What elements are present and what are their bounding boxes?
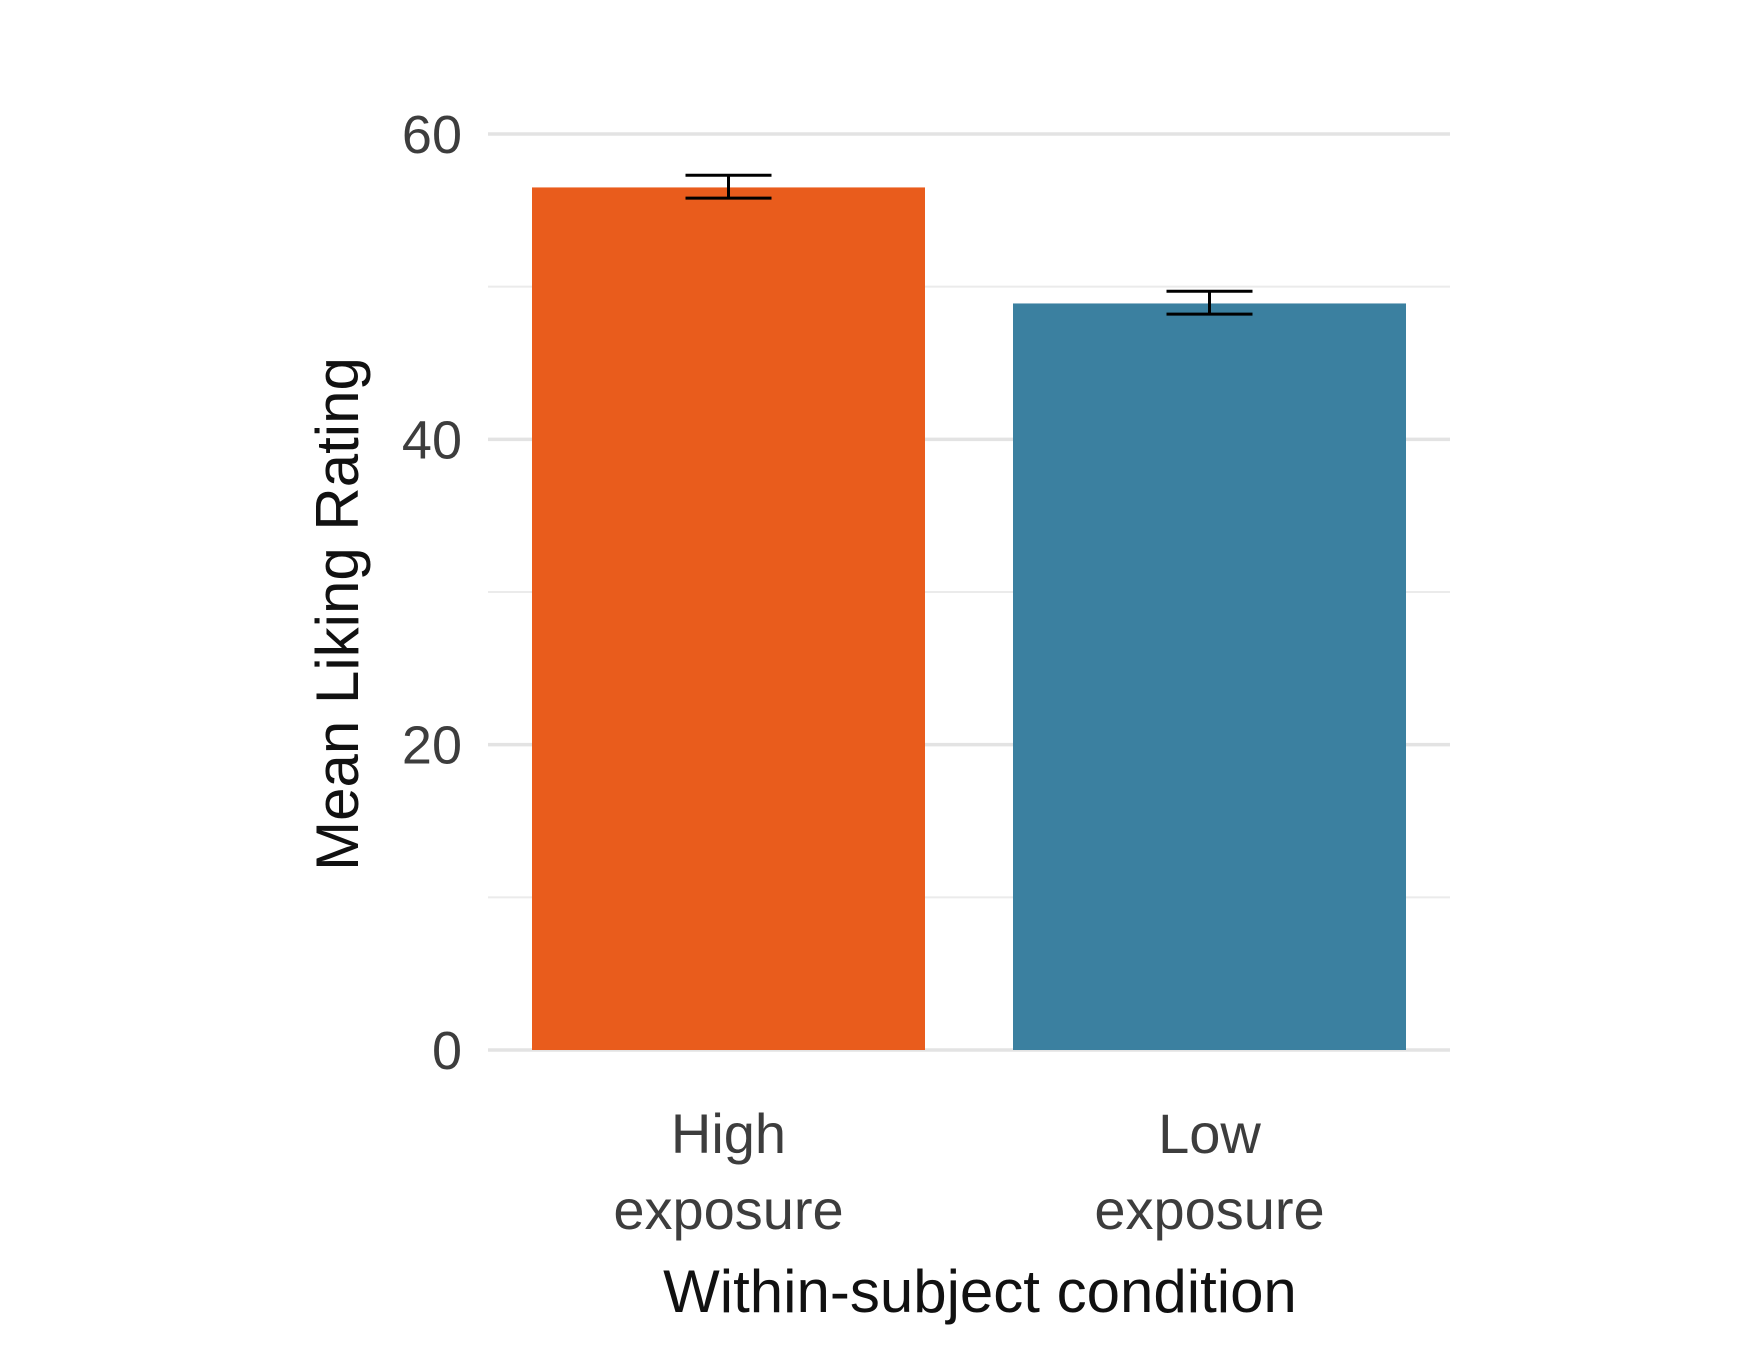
error-bar bbox=[685, 173, 772, 200]
error-bar bbox=[1166, 289, 1253, 316]
y-tick-labels: 0 20 40 60 bbox=[402, 105, 462, 1081]
y-tick-label: 20 bbox=[402, 716, 462, 776]
x-tick-labels: High exposure Low exposure bbox=[613, 1102, 1324, 1241]
x-tick-label: Low exposure bbox=[1094, 1102, 1324, 1241]
error-bars bbox=[685, 173, 1253, 316]
x-axis-title: Within-subject condition bbox=[663, 1258, 1297, 1325]
bar bbox=[532, 187, 925, 1050]
x-tick-label: High exposure bbox=[613, 1102, 843, 1241]
y-tick-label: 60 bbox=[402, 105, 462, 165]
y-axis-title: Mean Liking Rating bbox=[304, 357, 371, 871]
bar bbox=[1013, 303, 1406, 1051]
y-tick-label: 0 bbox=[432, 1021, 462, 1081]
y-tick-label: 40 bbox=[402, 410, 462, 470]
bars bbox=[532, 187, 1406, 1051]
